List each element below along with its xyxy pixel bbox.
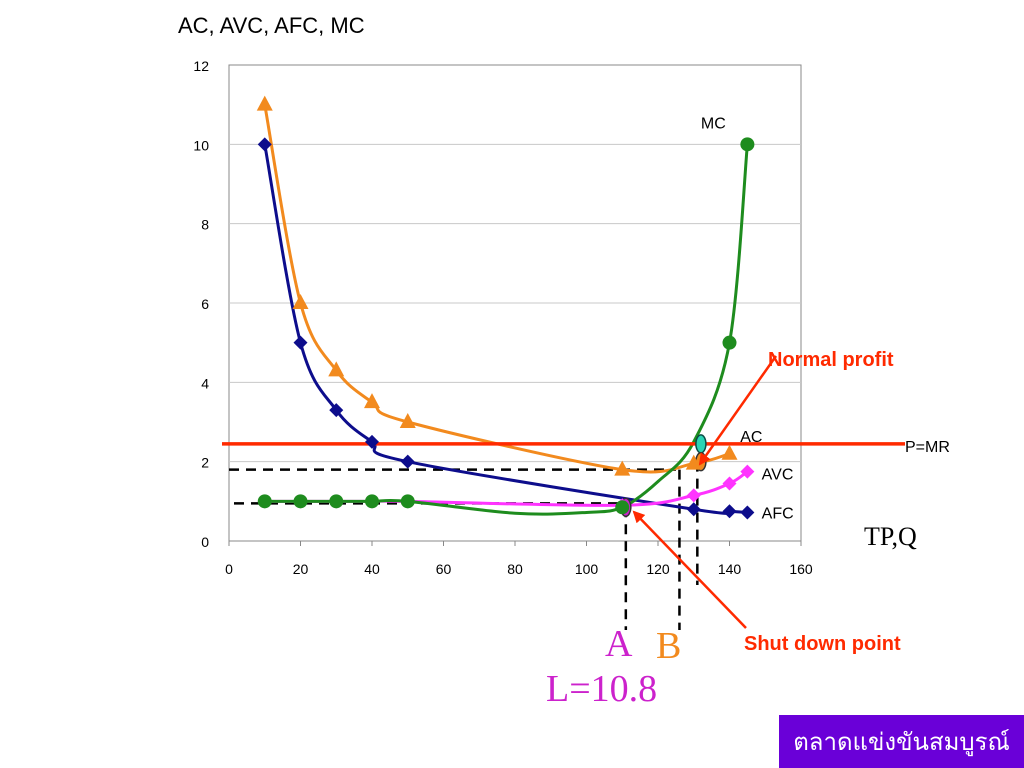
series-labels: AC AFC AVC MC xyxy=(701,115,794,522)
curve-afc xyxy=(263,144,748,515)
curve-ac xyxy=(263,104,730,474)
x-tick-label: 80 xyxy=(507,561,523,577)
x-tick-label: 40 xyxy=(364,561,380,577)
x-tick-label: 20 xyxy=(293,561,309,577)
marker-afc xyxy=(740,505,755,520)
y-tick-label: 0 xyxy=(201,534,209,550)
marker-mc xyxy=(365,494,379,509)
series-label-afc: AFC xyxy=(762,505,794,522)
marker-mc xyxy=(722,335,737,350)
data-markers xyxy=(256,95,755,520)
marker-afc xyxy=(257,137,272,152)
marker-afc xyxy=(293,335,308,350)
y-tick-label: 2 xyxy=(201,455,209,471)
x-tick-label: 0 xyxy=(225,561,233,577)
marker-afc xyxy=(686,502,701,517)
x-tick-label: 60 xyxy=(436,561,452,577)
series-label-mc: MC xyxy=(701,115,726,132)
x-tick-label: 140 xyxy=(718,561,742,577)
marker-mc xyxy=(329,494,344,509)
marker-afc xyxy=(365,434,379,449)
marker-ac xyxy=(292,294,309,309)
marker-ac xyxy=(614,460,631,476)
l-value-label: L=10.8 xyxy=(546,668,657,710)
marker-afc xyxy=(329,403,344,418)
x-tick-label: 100 xyxy=(575,561,599,577)
marker-afc xyxy=(722,504,737,519)
marker-mc xyxy=(615,500,630,515)
marker-avc xyxy=(686,488,701,503)
x-tick-label: 160 xyxy=(789,561,813,577)
marker-mc xyxy=(740,137,755,152)
curve-mc xyxy=(264,144,749,516)
series-label-ac: AC xyxy=(740,429,762,446)
y-tick-label: 4 xyxy=(201,375,209,391)
marker-ac xyxy=(328,361,345,377)
marker-afc xyxy=(400,454,415,469)
normal-profit-label: Normal profit xyxy=(768,349,894,371)
gridlines xyxy=(229,143,801,463)
y-tick-label: 6 xyxy=(201,296,209,312)
price-line-group: P=MR xyxy=(222,439,950,456)
marker-ac xyxy=(364,393,380,409)
y-tick-label: 10 xyxy=(193,137,209,153)
y-tick-label: 12 xyxy=(193,58,209,74)
highlight-mc-price xyxy=(695,434,707,454)
price-line-label: P=MR xyxy=(905,439,950,456)
marker-avc xyxy=(722,476,737,491)
marker-mc xyxy=(400,494,415,509)
x-axis-label: TP,Q xyxy=(864,522,917,551)
cost-curves xyxy=(263,104,749,516)
shut-down-arrow xyxy=(632,510,747,629)
marker-mc xyxy=(293,494,308,509)
marker-ac xyxy=(721,444,738,460)
marker-ac xyxy=(399,413,416,428)
x-tick-label: 120 xyxy=(646,561,670,577)
marker-avc xyxy=(740,464,755,479)
series-label-avc: AVC xyxy=(762,467,794,484)
point-b-label: B xyxy=(656,625,681,667)
marker-mc xyxy=(257,494,272,509)
y-tick-label: 8 xyxy=(201,217,209,233)
marker-ac xyxy=(685,454,702,470)
topic-badge: ตลาดแข่งขันสมบูรณ์ xyxy=(776,712,1024,768)
point-a-label: A xyxy=(605,623,633,665)
marker-ac xyxy=(256,95,273,111)
normal-profit-arrow xyxy=(698,355,778,466)
chart-title: AC, AVC, AFC, MC xyxy=(178,13,365,38)
shut-down-label: Shut down point xyxy=(744,633,901,655)
